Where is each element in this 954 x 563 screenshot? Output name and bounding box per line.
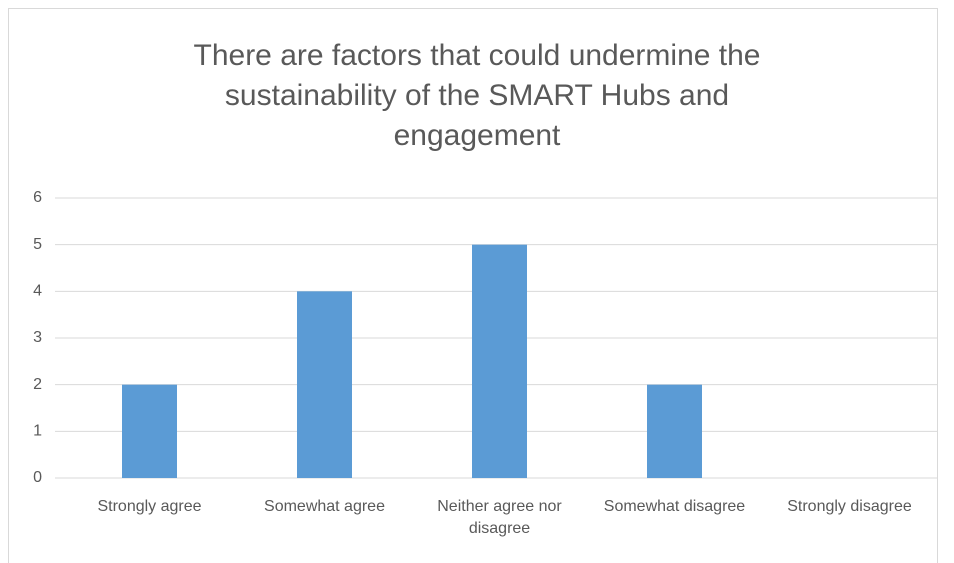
bar — [297, 291, 352, 478]
bar — [122, 384, 177, 478]
x-tick-label: Somewhat agree — [264, 498, 385, 515]
x-tick-label: Strongly agree — [97, 498, 202, 515]
y-tick-label: 5 — [33, 236, 42, 253]
y-tick-label: 0 — [33, 469, 42, 486]
x-tick-label: Neither agree nor disagree — [437, 498, 562, 537]
chart-frame — [8, 8, 938, 563]
bar — [647, 384, 702, 478]
y-tick-label: 4 — [33, 283, 42, 300]
y-tick-label: 6 — [33, 189, 42, 206]
x-tick-label: Somewhat disagree — [603, 498, 746, 515]
x-tick-label: Strongly disagree — [787, 498, 912, 515]
y-tick-label: 2 — [33, 376, 42, 393]
bar — [472, 244, 527, 478]
chart-title: There are factors that could undermine t… — [193, 39, 761, 152]
y-tick-label: 1 — [33, 423, 42, 440]
y-tick-label: 3 — [33, 329, 42, 346]
